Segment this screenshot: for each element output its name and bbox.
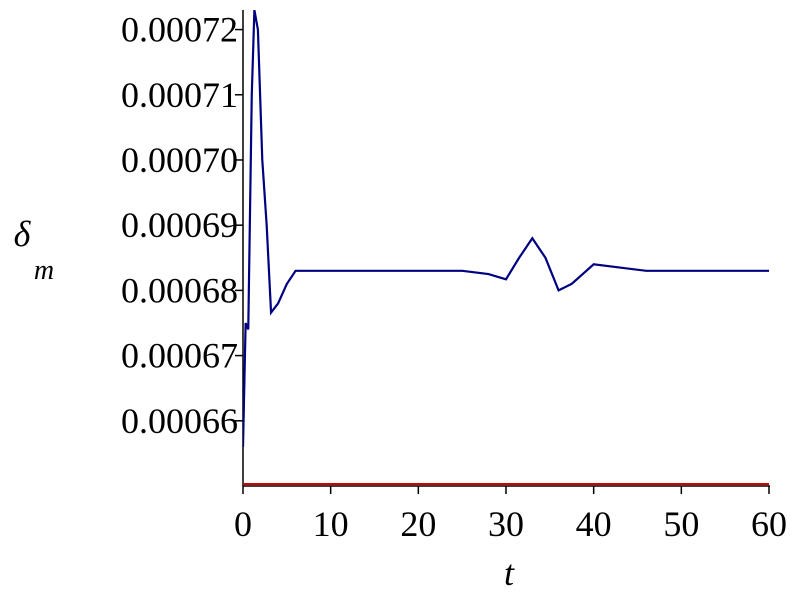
y-tick-label: 0.00072 xyxy=(121,10,238,50)
y-axis-label: δ xyxy=(14,214,32,254)
x-tick-label: 40 xyxy=(576,504,612,544)
x-tick-label: 60 xyxy=(751,504,787,544)
y-tick-label: 0.00069 xyxy=(121,205,238,245)
y-tick-label: 0.00066 xyxy=(121,401,238,441)
x-tick-label: 20 xyxy=(400,504,436,544)
data-line xyxy=(243,10,769,447)
y-tick-label: 0.00068 xyxy=(121,270,238,310)
x-tick-label: 0 xyxy=(234,504,252,544)
x-tick-label: 10 xyxy=(313,504,349,544)
x-tick-label: 30 xyxy=(488,504,524,544)
y-tick-label: 0.00067 xyxy=(121,336,238,376)
x-axis-label: t xyxy=(504,553,515,593)
y-tick-label: 0.00071 xyxy=(121,75,238,115)
y-axis-label-subscript: m xyxy=(34,255,54,286)
y-tick-label: 0.00070 xyxy=(121,140,238,180)
x-tick-label: 50 xyxy=(663,504,699,544)
